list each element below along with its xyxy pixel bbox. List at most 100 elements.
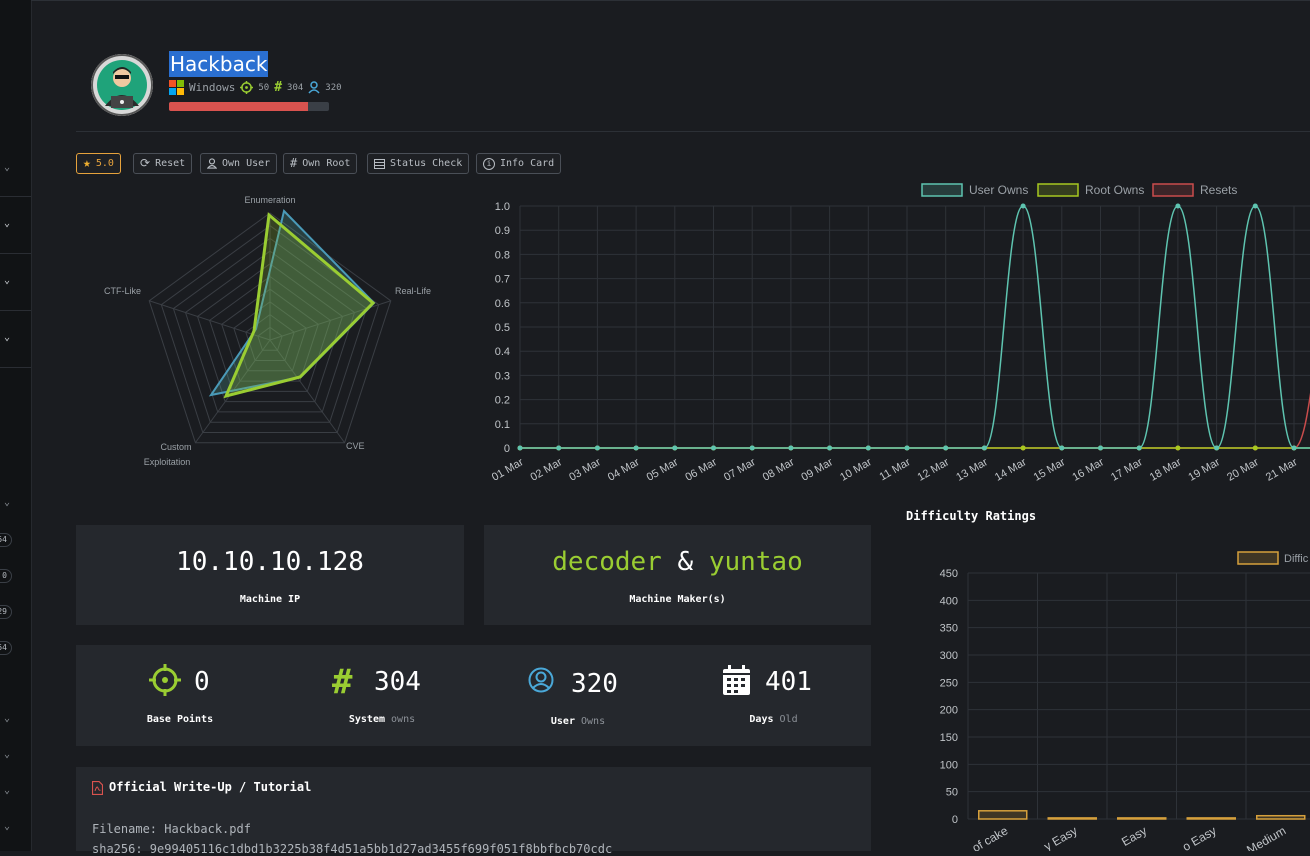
chevron-down-icon[interactable]: ⌄	[4, 497, 16, 509]
x-tick-label: 12 Mar	[916, 456, 952, 484]
chevron-down-icon[interactable]: ⌄	[4, 162, 16, 174]
radar-label-real-life: Real-Life	[395, 286, 431, 296]
reset-button[interactable]: ⟳ Reset	[133, 153, 192, 174]
rating-button[interactable]: ★ 5.0	[76, 153, 121, 174]
legend-label[interactable]: User Owns	[969, 183, 1028, 197]
y-tick-label: 0.9	[495, 225, 510, 237]
y-tick-label: 0.8	[495, 249, 510, 261]
data-point	[634, 446, 639, 451]
x-tick-label: Easy	[1119, 823, 1149, 848]
y-tick-label: 100	[940, 759, 958, 771]
hash-icon: #	[274, 80, 282, 95]
y-tick-label: 200	[940, 705, 958, 717]
owns-legend: User Owns Root Owns Resets	[922, 183, 1237, 197]
sidebar-badge: 54	[0, 533, 12, 547]
hash-icon: #	[290, 154, 297, 173]
own-user-button[interactable]: Own User	[200, 153, 277, 174]
chevron-down-icon[interactable]: ⌄	[4, 749, 16, 761]
data-point	[750, 446, 755, 451]
difficulty-bar[interactable]	[1187, 818, 1235, 819]
info-card-label: Info Card	[500, 154, 554, 173]
y-tick-label: 400	[940, 595, 958, 607]
crosshair-icon	[149, 664, 181, 696]
data-point	[788, 446, 793, 451]
difficulty-bar[interactable]	[979, 811, 1027, 819]
hash-icon: #	[332, 662, 352, 702]
difficulty-legend-label: Diffic	[1284, 553, 1309, 565]
data-point	[905, 446, 910, 451]
chevron-down-icon[interactable]: ⌄	[4, 785, 16, 797]
sidebar-badge: 29	[0, 605, 12, 619]
x-tick-label: 18 Mar	[1148, 456, 1184, 484]
difficulty-legend-swatch	[1238, 552, 1278, 564]
chevron-down-icon[interactable]: ⌄	[4, 275, 16, 287]
y-tick-label: 150	[940, 732, 958, 744]
x-tick-label: 10 Mar	[838, 456, 874, 484]
legend-swatch[interactable]	[1153, 184, 1193, 196]
top-border	[31, 0, 1310, 1]
difficulty-bar[interactable]	[1048, 818, 1096, 819]
x-tick-label: 15 Mar	[1032, 456, 1068, 484]
machine-name: Hackback	[169, 51, 268, 77]
legend-label[interactable]: Resets	[1200, 183, 1237, 197]
user-circle-icon	[528, 667, 554, 693]
y-tick-label: 0.6	[495, 298, 510, 310]
writeup-title[interactable]: Official Write-Up / Tutorial	[109, 780, 311, 794]
x-tick-label: 02 Mar	[529, 456, 565, 484]
maker-names: decoder & yuntao	[484, 547, 871, 577]
legend-label[interactable]: Root Owns	[1085, 183, 1144, 197]
chevron-down-icon[interactable]: ⌄	[4, 332, 16, 344]
legend-swatch[interactable]	[1038, 184, 1078, 196]
sidebar-divider	[0, 196, 31, 197]
windows-icon	[169, 80, 184, 95]
data-point	[1253, 446, 1258, 451]
machine-ip-value[interactable]: 10.10.10.128	[76, 547, 464, 577]
reset-label: Reset	[155, 154, 185, 173]
data-point	[711, 446, 716, 451]
status-check-button[interactable]: Status Check	[367, 153, 469, 174]
os-label: Windows	[189, 81, 235, 94]
y-tick-label: 0.4	[495, 346, 510, 358]
y-tick-label: 0.5	[495, 322, 510, 334]
y-tick-label: 0.1	[495, 419, 510, 431]
radar-chart: Enumeration Real-Life CVE Custom Exploit…	[76, 185, 476, 485]
days-old-stat: 401 Days Old	[676, 645, 871, 746]
radar-label-custom: Custom	[160, 442, 191, 452]
difficulty-bar[interactable]	[1118, 818, 1166, 819]
info-card-button[interactable]: i Info Card	[476, 153, 561, 174]
difficulty-bar[interactable]	[1257, 816, 1305, 819]
maker-link[interactable]: yuntao	[709, 547, 803, 577]
difficulty-progress-fill	[169, 102, 308, 111]
data-point	[595, 446, 600, 451]
legend-swatch[interactable]	[922, 184, 962, 196]
server-icon	[374, 159, 385, 169]
y-tick-label: 0.3	[495, 370, 510, 382]
pdf-file-icon	[92, 781, 103, 795]
x-tick-label: of cake	[970, 823, 1011, 851]
radar-label-enumeration: Enumeration	[244, 195, 295, 205]
own-root-button[interactable]: # Own Root	[283, 153, 357, 174]
x-tick-label: 03 Mar	[567, 456, 603, 484]
writeup-card: Official Write-Up / Tutorial Filename: H…	[76, 767, 871, 851]
difficulty-title: Difficulty Ratings	[906, 509, 1036, 523]
writeup-sha256: sha256: 9e99405116c1dbd1b3225b38f4d51a5b…	[92, 842, 612, 856]
chevron-down-icon[interactable]: ⌄	[4, 218, 16, 230]
user-owns-stat-label: User Owns	[480, 716, 676, 727]
days-old-label: Days Old	[676, 714, 871, 725]
user-owns-stat-value: 320	[571, 669, 618, 699]
x-tick-label: 20 Mar	[1225, 456, 1261, 484]
data-point	[1175, 446, 1180, 451]
chevron-down-icon[interactable]: ⌄	[4, 821, 16, 833]
chevron-down-icon[interactable]: ⌄	[4, 713, 16, 725]
data-point	[1253, 204, 1258, 209]
y-tick-label: 1.0	[495, 201, 510, 213]
y-tick-label: 50	[946, 787, 958, 799]
radar-label-exploitation: Exploitation	[144, 457, 191, 467]
maker-link[interactable]: decoder	[552, 547, 662, 577]
machine-avatar	[91, 54, 153, 116]
refresh-icon: ⟳	[140, 154, 150, 173]
y-tick-label: 0	[952, 814, 958, 826]
